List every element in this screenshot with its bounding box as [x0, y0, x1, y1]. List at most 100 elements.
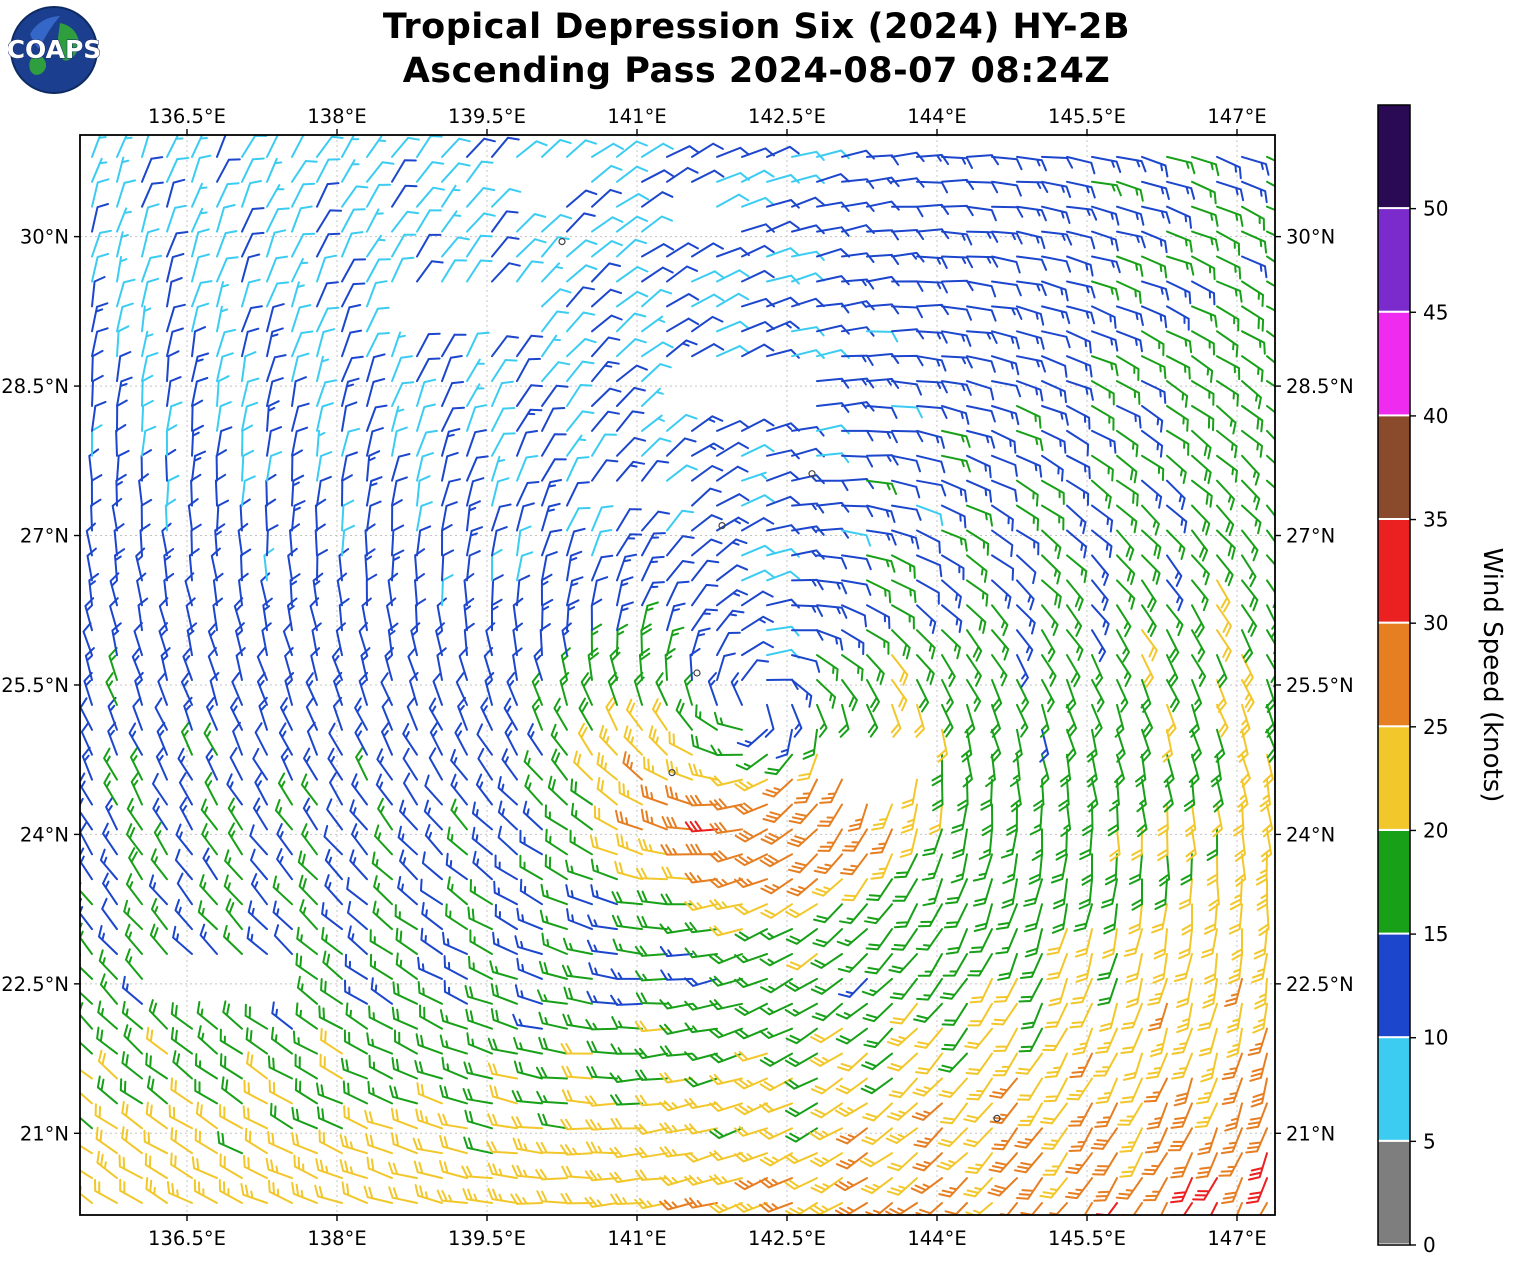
wind-barb	[216, 375, 230, 407]
wind-barb	[267, 1055, 293, 1080]
wind-barb	[684, 1022, 718, 1034]
wind-barb	[1017, 1102, 1043, 1127]
wind-barb	[1095, 1027, 1118, 1054]
wind-barb	[1042, 1152, 1068, 1176]
wind-barb	[963, 1177, 993, 1198]
wind-barb	[559, 672, 570, 706]
wind-barb	[1116, 604, 1132, 638]
wind-barb	[691, 559, 720, 582]
wind-barb	[268, 1079, 293, 1105]
wind-barb	[1083, 1202, 1093, 1215]
wind-barb	[1041, 280, 1069, 302]
wind-barb	[1251, 953, 1268, 984]
wind-barb	[569, 829, 593, 856]
wind-barb	[641, 266, 674, 283]
wind-barb	[365, 573, 378, 607]
wind-barb	[315, 1158, 343, 1180]
wind-barb	[1091, 479, 1112, 509]
wind-barb	[916, 977, 943, 1001]
wind-barb	[1066, 529, 1088, 559]
wind-barb	[116, 231, 129, 258]
colorbar-tick-label: 30	[1423, 611, 1448, 635]
wind-barb	[1154, 878, 1168, 910]
wind-barb	[1191, 205, 1219, 227]
wind-barb	[709, 1027, 743, 1039]
wind-barb	[516, 408, 543, 432]
wind-barb	[84, 647, 95, 681]
wind-barb	[1241, 380, 1262, 410]
wind-barb	[1016, 1077, 1043, 1101]
wind-barb	[741, 659, 770, 681]
wind-barb	[96, 1150, 118, 1180]
wind-barb	[1116, 579, 1136, 610]
wind-barb	[816, 604, 848, 619]
wind-barb	[172, 1050, 193, 1080]
wind-barb	[616, 140, 648, 158]
lon-tick-label: 136.5°E	[148, 105, 226, 128]
wind-barb	[424, 823, 443, 856]
wind-barb	[1114, 753, 1125, 788]
wind-barb	[1266, 579, 1275, 608]
wind-barb	[1266, 554, 1275, 567]
colorbar-bin	[1377, 519, 1411, 623]
wind-barb	[766, 145, 800, 158]
wind-barb	[741, 494, 775, 507]
wind-barb	[912, 1077, 943, 1097]
wind-barb	[244, 1127, 268, 1155]
wind-barb	[641, 510, 671, 532]
wind-barb	[972, 853, 993, 882]
wind-barb	[439, 1034, 468, 1055]
wind-barb	[596, 776, 618, 806]
wind-barb	[491, 236, 520, 258]
wind-barb	[1201, 928, 1218, 959]
wind-barb	[634, 1123, 668, 1135]
wind-barb	[1166, 205, 1192, 229]
wind-barb	[316, 1082, 343, 1105]
wind-barb	[441, 451, 459, 482]
wind-barb	[1043, 1077, 1068, 1103]
wind-barb	[516, 907, 543, 931]
wind-barb	[734, 1125, 768, 1137]
wind-barb	[291, 232, 316, 258]
wind-barb	[399, 849, 418, 881]
wind-barb	[1202, 977, 1218, 1009]
wind-barb	[991, 554, 1015, 581]
wind-barb	[262, 597, 273, 632]
wind-barb	[709, 850, 743, 863]
wind-barb	[710, 744, 743, 756]
wind-barb	[1141, 529, 1162, 560]
wind-barb	[835, 1077, 868, 1095]
wind-barb	[915, 928, 943, 951]
wind-barb	[980, 778, 993, 811]
wind-barb	[218, 1179, 243, 1204]
wind-barb	[864, 953, 893, 975]
wind-barb	[1102, 928, 1118, 959]
wind-barb	[1086, 728, 1098, 763]
wind-barb	[891, 604, 915, 630]
wind-barb	[280, 746, 293, 781]
wind-barb	[691, 270, 725, 283]
wind-barb	[1015, 1052, 1043, 1075]
wind-barb	[441, 162, 471, 183]
wind-barb	[466, 1032, 493, 1055]
wind-barb	[659, 1072, 693, 1084]
coaps-logo: COAPS	[6, 4, 102, 96]
wind-barb	[973, 878, 993, 907]
wind-barb	[666, 293, 700, 308]
wind-barb	[182, 647, 193, 681]
wind-barb	[250, 848, 268, 881]
wind-barb	[616, 193, 650, 208]
wind-barb	[116, 135, 133, 158]
wind-barb	[1216, 679, 1227, 713]
wind-barb	[202, 847, 218, 881]
wind-barb	[1104, 853, 1118, 886]
wind-barb	[866, 604, 891, 630]
wind-barb	[141, 352, 159, 383]
wind-barb	[641, 601, 659, 632]
wind-barb	[1028, 853, 1043, 885]
wind-barb	[1185, 803, 1197, 837]
wind-barb	[295, 1002, 318, 1030]
wind-barb	[1145, 1052, 1168, 1080]
wind-barb	[570, 778, 593, 806]
wind-barb	[256, 647, 268, 681]
